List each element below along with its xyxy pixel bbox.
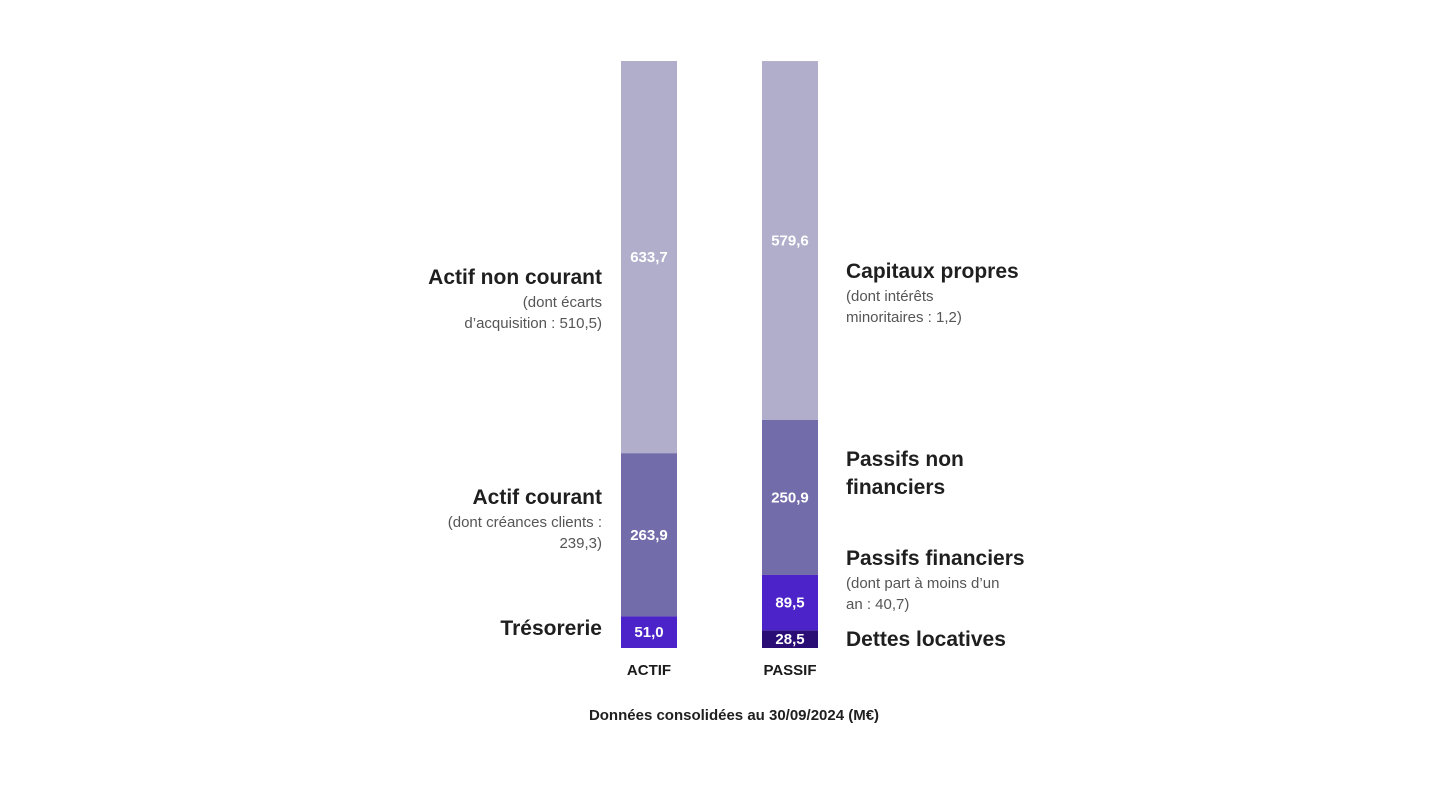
annotation-sub: (dont écarts [522,294,602,311]
annotation-title: Actif courant [472,486,602,509]
bar-segment-passif-3 [762,61,818,420]
data-label-passif-2: 250,9 [771,489,809,506]
bar-segment-passif-1 [762,574,818,631]
annotation-capitaux-propres: Capitaux propres (dont intérêts minorita… [846,258,1019,328]
annotation-sub: (dont part à moins d’un [846,575,1000,592]
annotation-title: Actif non courant [428,266,602,289]
annotation-sub: d’acquisition : 510,5) [464,315,602,332]
annotation-tresorerie: Trésorerie [500,615,602,643]
annotation-sub: minoritaires : 1,2) [846,309,962,326]
data-label-actif-1: 263,9 [630,527,668,544]
chart-caption: Données consolidées au 30/09/2024 (M€) [588,707,880,724]
bar-segment-passif-2 [762,419,818,575]
annotation-title: financiers [846,476,946,499]
data-label-passif-1: 89,5 [775,595,804,612]
annotation-sub: (dont intérêts [846,288,934,305]
data-label-passif-3: 579,6 [771,232,809,249]
annotation-actif-non-courant: Actif non courant (dont écarts d’acquisi… [428,264,602,334]
annotation-sub: (dont créances clients : [447,514,602,531]
bar-segment-actif-0 [621,616,677,648]
bar-segment-actif-1 [621,453,677,617]
annotation-title: Trésorerie [500,617,602,640]
data-label-actif-2: 633,7 [630,249,668,266]
annotation-sub: an : 40,7) [846,596,910,613]
bar-segment-passif-0 [762,630,818,648]
annotation-passifs-non-financiers: Passifs non financiers [846,446,964,502]
category-label-actif: ACTIF [627,662,671,679]
bar-segment-actif-2 [621,61,677,454]
data-label-actif-0: 51,0 [634,624,663,641]
category-label-passif: PASSIF [763,662,816,679]
data-label-passif-0: 28,5 [775,631,804,648]
annotation-title: Passifs financiers [846,547,1025,570]
annotation-title: Capitaux propres [846,260,1019,283]
annotation-dettes-locatives: Dettes locatives [846,626,1006,654]
annotation-sub: 239,3) [559,535,602,552]
annotation-title: Dettes locatives [846,628,1006,651]
annotation-passifs-financiers: Passifs financiers (dont part à moins d’… [846,545,1025,615]
annotation-actif-courant: Actif courant (dont créances clients : 2… [448,484,602,554]
annotation-title: Passifs non [846,448,964,471]
